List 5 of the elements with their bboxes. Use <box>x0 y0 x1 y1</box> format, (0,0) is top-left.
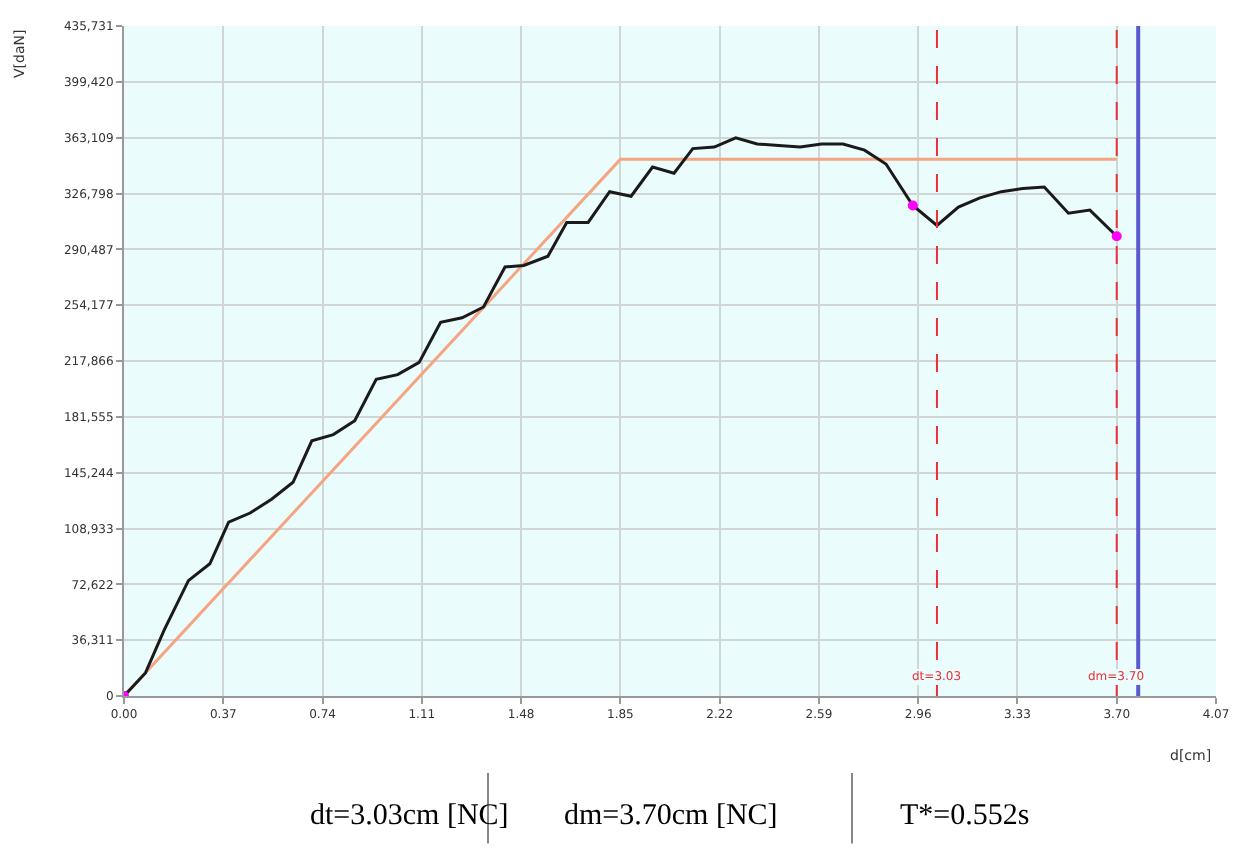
text: T*=0.552s <box>900 800 1030 832</box>
text: dt=3.03cm [NC] <box>310 800 509 832</box>
point <box>907 200 918 211</box>
point <box>1111 231 1122 242</box>
text: dm=3.70cm [NC] <box>564 800 778 832</box>
